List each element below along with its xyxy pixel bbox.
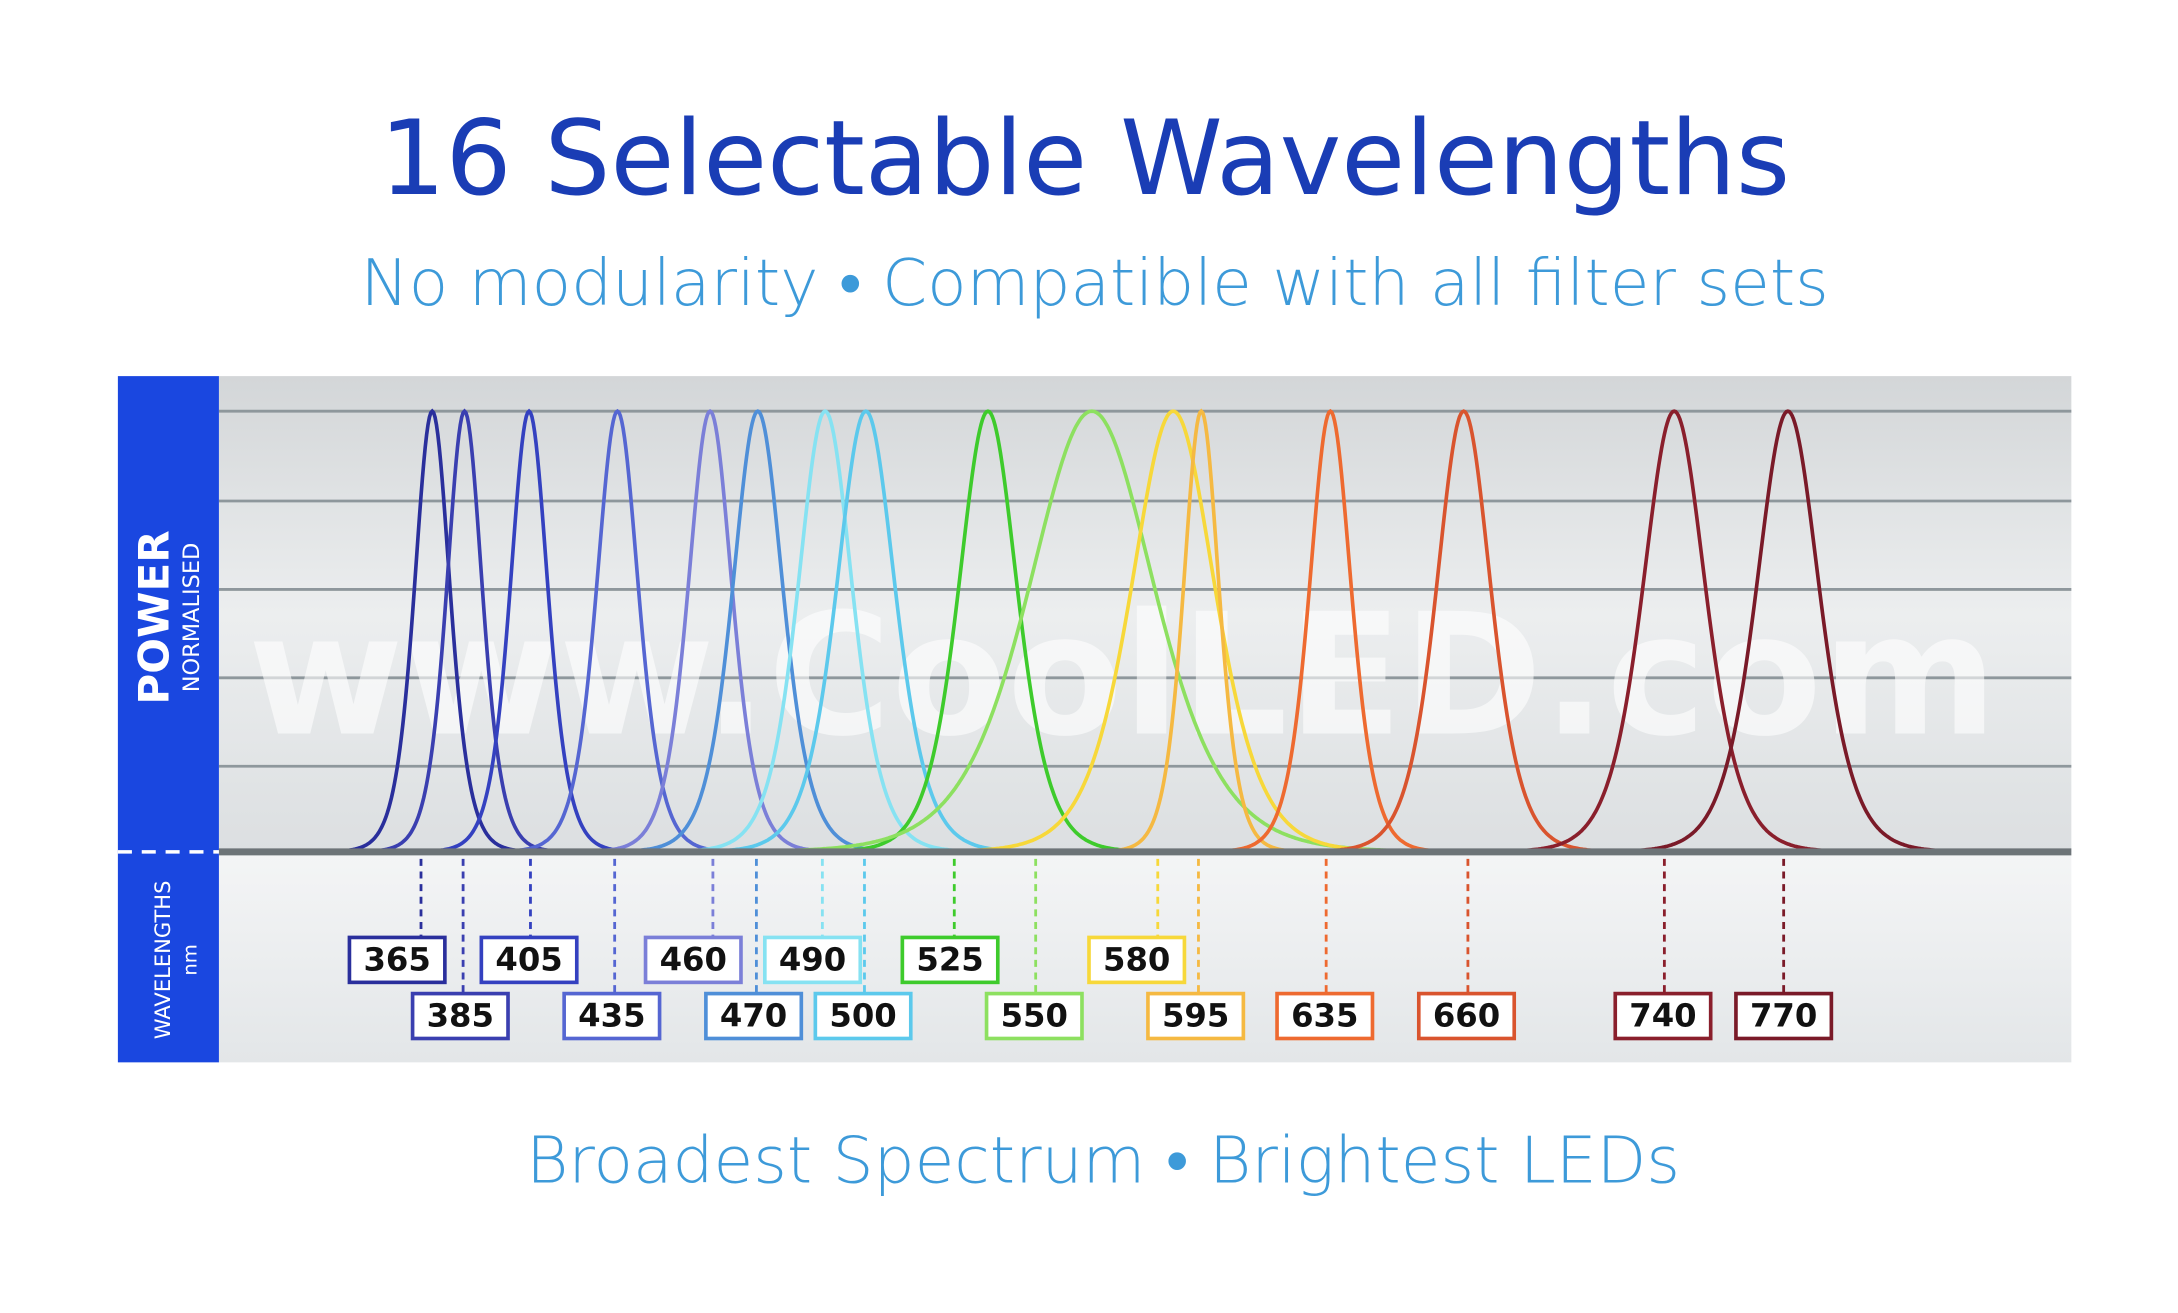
wavelength-label: 660 bbox=[1433, 996, 1500, 1034]
wavelength-box bbox=[1416, 991, 1517, 1041]
wavelength-box bbox=[900, 935, 1000, 985]
wavelength-label: 635 bbox=[1291, 996, 1358, 1034]
y-sublabel: NORMALISED bbox=[179, 543, 205, 693]
wavelength-label: 550 bbox=[1001, 996, 1068, 1034]
plot-area bbox=[218, 376, 2072, 852]
wavelength-box bbox=[984, 991, 1084, 1041]
wavelength-label: 405 bbox=[495, 940, 562, 978]
wavelength-label: 500 bbox=[829, 996, 896, 1034]
wavelength-label: 580 bbox=[1103, 940, 1170, 978]
wavelength-label: 435 bbox=[578, 996, 645, 1034]
wavelength-label: 460 bbox=[660, 940, 727, 978]
wavelength-box bbox=[813, 991, 913, 1041]
wavelength-box bbox=[1734, 991, 1834, 1041]
title: 16 Selectable Wavelengths bbox=[379, 99, 1790, 219]
wavelength-box bbox=[562, 991, 662, 1041]
wavelength-label: 740 bbox=[1629, 996, 1696, 1034]
wavelength-box bbox=[479, 935, 579, 985]
wavelength-box bbox=[643, 935, 743, 985]
x-label: WAVELENGTHS bbox=[150, 881, 175, 1040]
tagline: Broadest Spectrum • Brightest LEDs bbox=[526, 1123, 1680, 1198]
wavelength-box bbox=[704, 991, 804, 1041]
wavelength-label: 365 bbox=[363, 940, 430, 978]
wavelength-box bbox=[410, 991, 510, 1041]
wavelength-label: 595 bbox=[1162, 996, 1229, 1034]
wavelength-box bbox=[1275, 991, 1375, 1041]
wavelength-box bbox=[1087, 935, 1187, 985]
wavelength-label: 525 bbox=[916, 940, 983, 978]
y-label: POWER bbox=[130, 530, 179, 704]
x-unit: nm bbox=[178, 944, 201, 976]
watermark: www.CoolLED.com bbox=[248, 578, 1998, 774]
wavelength-box bbox=[1613, 991, 1713, 1041]
wavelength-box bbox=[763, 935, 863, 985]
wavelength-label: 490 bbox=[779, 940, 846, 978]
wavelength-box bbox=[347, 935, 447, 985]
wavelength-label: 385 bbox=[427, 996, 494, 1034]
sidebar bbox=[117, 376, 219, 1063]
wavelength-label: 470 bbox=[720, 996, 787, 1034]
subtitle: No modularity • Compatible with all filt… bbox=[360, 246, 1828, 321]
wavelength-box bbox=[1146, 991, 1246, 1041]
wavelength-label: 770 bbox=[1750, 996, 1817, 1034]
